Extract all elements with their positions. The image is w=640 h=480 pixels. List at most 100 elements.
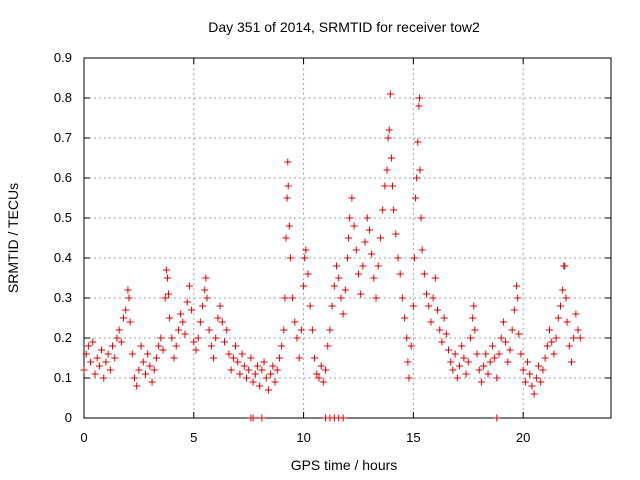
data-point [227, 366, 235, 374]
data-point [344, 254, 351, 262]
data-point [135, 366, 143, 374]
data-point [210, 354, 218, 362]
data-point [514, 294, 522, 302]
data-point [530, 390, 538, 398]
data-point [429, 294, 437, 302]
y-tick-label: 0.4 [54, 250, 72, 265]
data-point [106, 366, 114, 374]
data-point [170, 354, 178, 362]
data-point [541, 354, 549, 362]
data-point [308, 326, 316, 334]
data-point [98, 346, 106, 354]
data-point [504, 358, 512, 366]
data-point [141, 370, 149, 378]
data-point [91, 370, 99, 378]
data-point [166, 314, 174, 322]
x-tick-label: 20 [516, 430, 530, 445]
data-point [337, 294, 345, 302]
data-point [409, 302, 417, 310]
data-point [407, 342, 415, 350]
data-point [322, 366, 330, 374]
data-point [245, 366, 253, 374]
data-point [345, 234, 353, 242]
data-point [491, 354, 499, 362]
data-point [502, 338, 510, 346]
data-point [473, 350, 481, 358]
data-point [267, 370, 275, 378]
data-point [315, 374, 323, 382]
data-point [394, 254, 402, 262]
data-point [221, 338, 229, 346]
data-point [445, 346, 453, 354]
data-point [113, 334, 121, 342]
data-point [412, 194, 420, 202]
data-point [82, 350, 90, 358]
data-point [488, 342, 496, 350]
data-point [333, 262, 341, 270]
data-point [436, 326, 444, 334]
data-point [295, 354, 303, 362]
data-point [311, 354, 319, 362]
data-point [423, 290, 431, 298]
data-point [196, 318, 204, 326]
data-point [199, 302, 207, 310]
y-tick-label: 0 [65, 410, 72, 425]
data-point [414, 138, 422, 146]
data-point [161, 294, 169, 302]
data-point [146, 362, 154, 370]
data-point [392, 230, 400, 238]
data-point [543, 342, 551, 350]
data-point [203, 294, 211, 302]
data-point [480, 362, 488, 370]
data-point [155, 342, 163, 350]
data-point [258, 366, 266, 374]
data-point [124, 286, 132, 294]
data-point [188, 306, 196, 314]
data-point [416, 166, 424, 174]
data-point [283, 194, 291, 202]
chart-title: Day 351 of 2014, SRMTID for receiver tow… [208, 19, 480, 35]
data-point [451, 350, 459, 358]
data-point [552, 334, 560, 342]
data-point [273, 366, 281, 374]
data-point [183, 298, 191, 306]
data-point [247, 354, 255, 362]
data-point [223, 326, 231, 334]
data-point [249, 378, 257, 386]
data-point [562, 294, 570, 302]
data-point [348, 194, 356, 202]
data-point [192, 346, 200, 354]
data-point [291, 318, 299, 326]
data-point [365, 226, 373, 234]
data-point [214, 314, 222, 322]
data-point [493, 374, 501, 382]
data-point [519, 366, 527, 374]
data-point [306, 302, 314, 310]
data-point [190, 338, 198, 346]
data-point [470, 302, 478, 310]
data-point [418, 246, 426, 254]
data-point [163, 274, 171, 282]
data-point [126, 318, 134, 326]
data-point [508, 326, 516, 334]
data-point [559, 286, 567, 294]
data-point [285, 222, 293, 230]
data-point [389, 182, 397, 190]
data-point [93, 354, 101, 362]
data-point [462, 370, 470, 378]
data-point [330, 282, 338, 290]
data-point [390, 206, 398, 214]
data-point [202, 274, 210, 282]
data-point [464, 358, 472, 366]
data-point [537, 378, 545, 386]
data-point [370, 274, 378, 282]
data-point [434, 306, 442, 314]
data-point [484, 370, 492, 378]
data-point [157, 334, 165, 342]
grid [84, 58, 611, 418]
data-point [216, 302, 224, 310]
data-point [104, 350, 112, 358]
data-point [526, 370, 534, 378]
data-point [201, 286, 209, 294]
data-point [139, 358, 147, 366]
